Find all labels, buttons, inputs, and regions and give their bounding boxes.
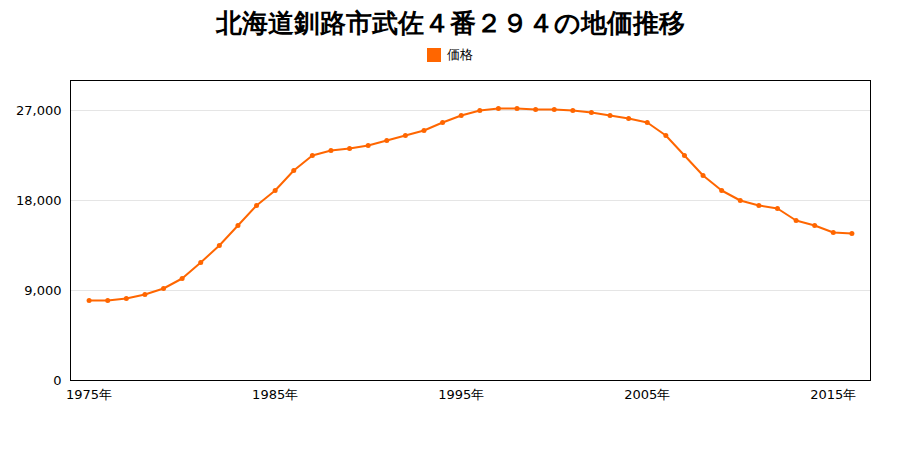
svg-text:0: 0 [53, 373, 61, 388]
html-text:北海道釧路市武佐４番２９４の地価推移: 北海道釧路市武佐４番２９４の地価推移 [215, 8, 685, 38]
svg-text:2015年: 2015年 [810, 387, 856, 402]
svg-text:2005年: 2005年 [624, 387, 670, 402]
svg-text:1975年: 1975年 [66, 387, 112, 402]
svg-text:1995年: 1995年 [438, 387, 484, 402]
html-text:価格: 価格 [447, 47, 473, 62]
svg-text:1985年: 1985年 [252, 387, 298, 402]
svg-text:18,000: 18,000 [16, 193, 62, 208]
svg-text:9,000: 9,000 [24, 283, 61, 298]
svg-text:27,000: 27,000 [16, 103, 62, 118]
